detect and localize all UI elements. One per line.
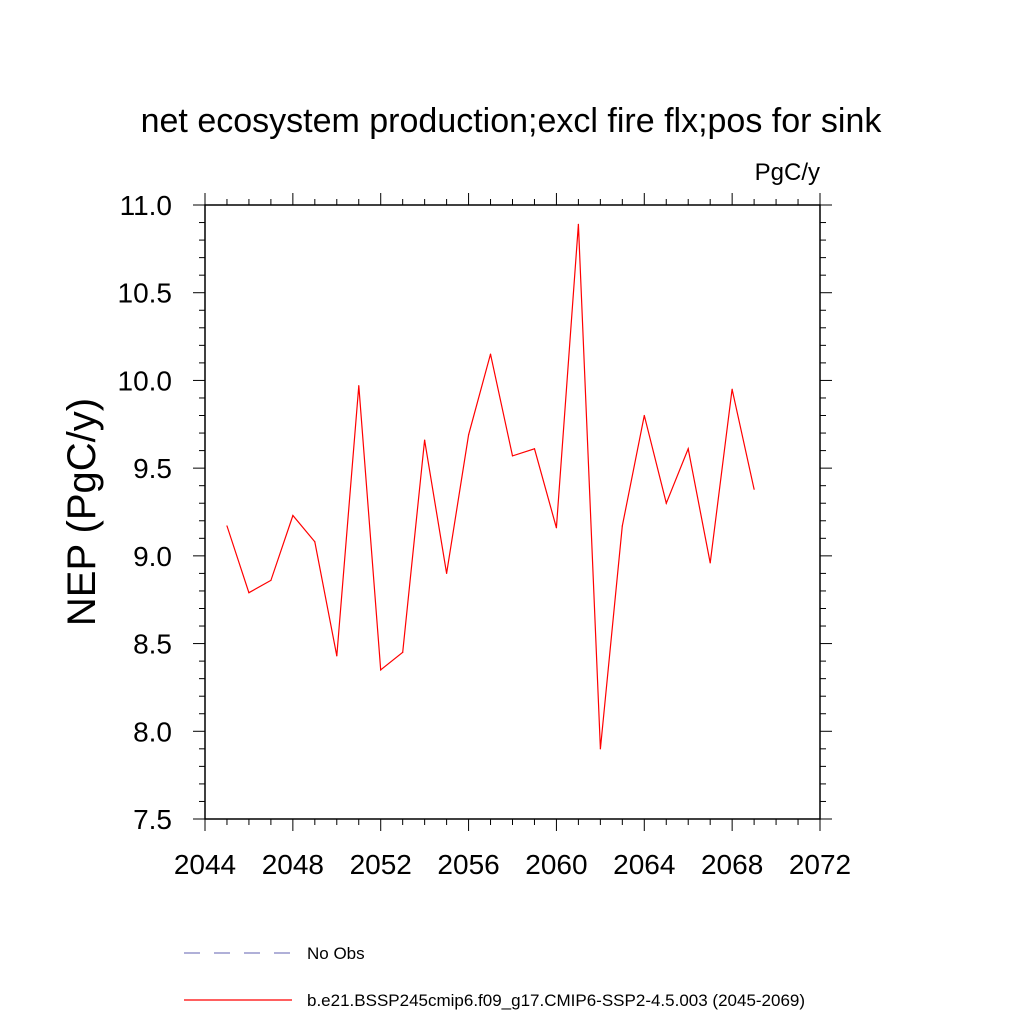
- data-point: [643, 414, 645, 417]
- chart-title: net ecosystem production;excl fire flx;p…: [141, 102, 883, 140]
- data-point: [621, 525, 623, 527]
- x-tick-labels: 2044 2048 2052 2056 2060 2064 2068 2072: [174, 849, 851, 880]
- data-point: [599, 748, 601, 750]
- y-tick-label: 10.5: [118, 278, 173, 309]
- data-point: [709, 562, 711, 564]
- data-point: [336, 655, 338, 657]
- data-point: [424, 439, 426, 441]
- data-point: [226, 525, 228, 527]
- data-point: [555, 527, 558, 529]
- data-point: [533, 448, 536, 450]
- x-tick-label: 2064: [613, 849, 675, 880]
- series-line: [226, 224, 755, 749]
- data-point: [292, 514, 294, 517]
- x-tick-label: 2044: [174, 849, 236, 880]
- data-point: [248, 592, 250, 594]
- y-tick-label: 7.5: [133, 804, 172, 835]
- data-point: [489, 353, 492, 355]
- data-point: [753, 488, 755, 490]
- data-point: [380, 669, 382, 671]
- legend-label-model: b.e21.BSSP245cmip6.f09_g17.CMIP6-SSP2-4.…: [307, 991, 805, 1010]
- data-point: [270, 579, 272, 582]
- x-tick-label: 2060: [525, 849, 587, 880]
- y-tick-label: 10.0: [118, 365, 173, 396]
- plot-frame: [204, 204, 821, 820]
- x-tick-label: 2056: [437, 849, 499, 880]
- y-tick-labels: 7.5 8.0 8.5 9.0 9.5 10.0 10.5 11.0: [118, 190, 173, 835]
- data-point: [402, 651, 404, 653]
- data-point: [665, 502, 667, 504]
- data-point: [358, 385, 360, 387]
- y-tick-label: 9.0: [133, 541, 172, 572]
- y-tick-label: 8.0: [133, 716, 172, 747]
- x-tick-label: 2068: [701, 849, 763, 880]
- units-label: PgC/y: [755, 159, 820, 186]
- data-point: [467, 434, 470, 436]
- axis-ticks: [193, 193, 832, 831]
- y-tick-label: 11.0: [120, 190, 172, 221]
- x-tick-label: 2072: [789, 849, 851, 880]
- y-tick-label: 8.5: [133, 629, 172, 660]
- data-point: [731, 388, 733, 390]
- x-tick-label: 2052: [350, 849, 412, 880]
- data-point: [314, 541, 316, 543]
- data-point: [577, 223, 579, 225]
- series-layer: [226, 223, 755, 750]
- plot-area: 7.5 8.0 8.5 9.0 9.5 10.0 10.5 11.0 2044 2048 2052…: [118, 190, 852, 880]
- data-point: [511, 455, 514, 457]
- data-point: [446, 572, 448, 575]
- y-axis-label: NEP (PgC/y): [60, 398, 104, 626]
- data-point: [687, 448, 689, 450]
- y-tick-label: 9.5: [133, 453, 172, 484]
- x-tick-label: 2048: [262, 849, 324, 880]
- legend-label-no-obs: No Obs: [307, 944, 365, 963]
- legend: No Obs b.e21.BSSP245cmip6.f09_g17.CMIP6-…: [184, 944, 805, 1010]
